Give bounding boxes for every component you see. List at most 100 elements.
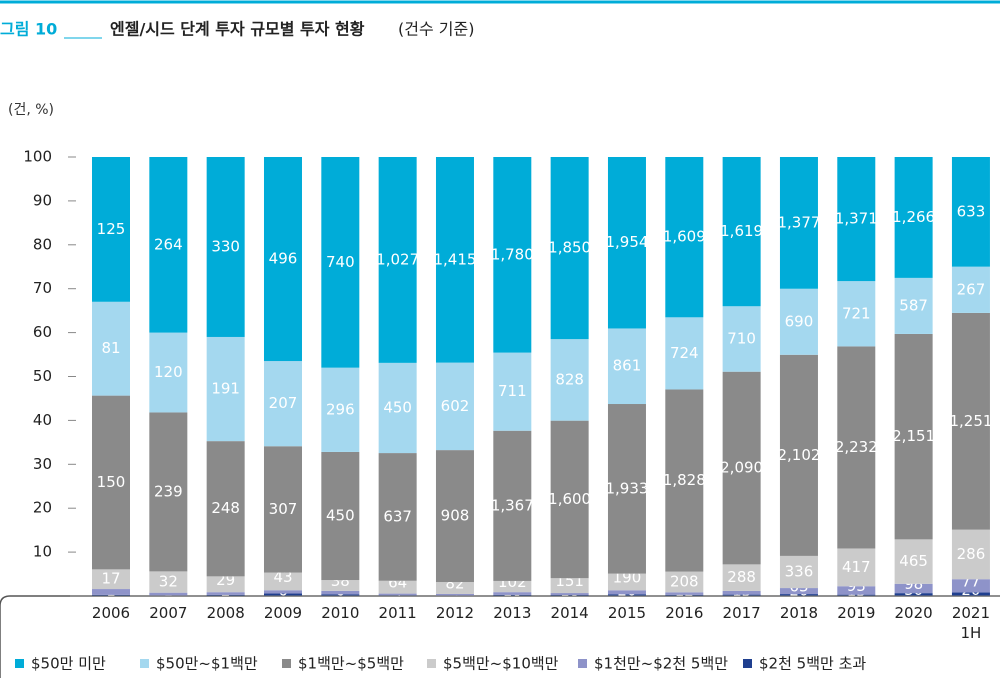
bar-segment	[722, 306, 761, 372]
bar-segment	[607, 157, 646, 329]
data-label: 2,102	[777, 446, 820, 464]
bar-segment	[607, 328, 646, 405]
data-label: 740	[326, 253, 355, 271]
data-label: 450	[326, 507, 355, 525]
bar-segment	[92, 157, 130, 302]
bar-segment	[263, 446, 302, 573]
data-label: 1,377	[777, 213, 820, 231]
bar-segment	[665, 594, 704, 596]
x-tick-label: 2020	[894, 604, 933, 622]
legend-swatch	[427, 659, 436, 668]
data-label: 296	[326, 400, 355, 418]
data-label: 207	[269, 394, 298, 412]
data-label: 633	[957, 202, 986, 220]
data-label: 191	[211, 380, 240, 398]
data-label: 1,619	[720, 222, 763, 240]
bar-segment	[321, 580, 360, 591]
bar-segment	[435, 362, 474, 451]
bar-segment	[378, 362, 417, 454]
bar-segment	[263, 361, 302, 447]
bar-segment	[92, 569, 130, 590]
legend-label: $50만 미만	[31, 655, 106, 673]
data-label: 637	[383, 507, 412, 525]
bar-segment	[493, 594, 532, 596]
bar-segment	[779, 588, 818, 595]
bar-segment	[951, 312, 990, 530]
y-tick-label: 30	[33, 455, 52, 473]
bar-segment	[894, 333, 933, 540]
bar-segment	[607, 404, 646, 574]
x-tick-label: 2019	[837, 604, 876, 622]
bar-segment	[206, 441, 245, 577]
bar-segment	[665, 389, 704, 572]
bar-segment	[321, 590, 360, 595]
bar-segment	[493, 352, 532, 431]
data-label: 724	[670, 344, 699, 362]
bar-segment	[435, 450, 474, 583]
bar-segment	[722, 157, 761, 307]
y-tick-label: 80	[33, 235, 52, 253]
data-label: 1,367	[491, 496, 534, 514]
bar-segment	[550, 157, 589, 340]
bar-segment	[493, 592, 532, 595]
bar-segment	[92, 589, 130, 595]
data-label: 239	[154, 482, 183, 500]
y-tick-label: 40	[33, 411, 52, 429]
bar-segment	[951, 579, 990, 593]
legend-swatch	[282, 659, 291, 668]
bar-segment	[550, 593, 589, 596]
bar-segment	[665, 592, 704, 595]
data-label: 120	[154, 363, 183, 381]
bar-segment	[837, 586, 876, 595]
data-label: 710	[727, 329, 756, 347]
bar-segment	[206, 594, 245, 596]
bar-segment	[607, 594, 646, 596]
x-tick-label: 2015	[607, 604, 647, 622]
bar-segment	[837, 346, 876, 549]
bar-segment	[894, 583, 933, 594]
data-label: 32	[159, 573, 178, 591]
data-label: 908	[441, 507, 470, 525]
data-label: 1,371	[835, 210, 878, 228]
y-tick-label: 100	[23, 148, 52, 166]
x-tick-label: 2012	[435, 604, 475, 622]
bar-segment	[378, 580, 417, 594]
data-label: 1,600	[548, 490, 591, 508]
bar-segment	[837, 157, 876, 282]
bar-segment	[206, 157, 245, 337]
x-tick-label: 2011	[378, 604, 417, 622]
y-axis-label: (건, %)	[8, 102, 54, 118]
bar-segment	[607, 573, 646, 591]
y-tick-label: 60	[33, 323, 52, 341]
data-label: 465	[899, 552, 928, 570]
y-tick-label: 70	[33, 279, 52, 297]
bar-segment	[665, 317, 704, 390]
bar-segment	[722, 594, 761, 596]
data-label: 150	[97, 473, 126, 491]
data-label: 208	[670, 572, 699, 590]
x-tick-label: 2007	[149, 604, 188, 622]
bar-segment	[149, 412, 188, 572]
bar-segment	[92, 301, 130, 396]
bar-segment	[378, 157, 417, 363]
legend-swatch	[578, 659, 587, 668]
bar-segment	[206, 336, 245, 442]
bar-segment	[493, 580, 532, 593]
bar-segment	[321, 451, 360, 581]
data-label: 1,027	[376, 250, 419, 268]
data-label: 587	[899, 296, 928, 314]
chart-subtitle: (건수 기준)	[398, 20, 474, 39]
bar-segment	[550, 578, 589, 594]
x-tick-label: 2009	[263, 604, 303, 622]
x-tick-label: 2021 1H	[951, 604, 991, 642]
bar-segment	[894, 539, 933, 584]
data-label: 721	[842, 304, 871, 322]
data-label: 690	[785, 312, 814, 330]
data-label: 1,828	[663, 471, 706, 489]
bar-segment	[149, 332, 188, 413]
x-tick-label: 2017	[722, 604, 761, 622]
x-tick-label: 2018	[779, 604, 819, 622]
bar-segment	[607, 590, 646, 595]
bar-segment	[321, 594, 360, 596]
